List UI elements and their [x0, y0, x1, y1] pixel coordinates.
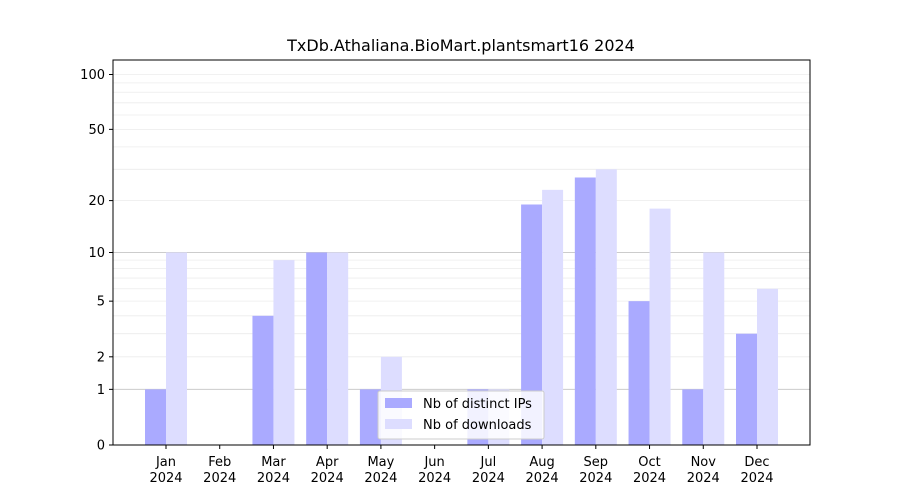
y-axis-ticks: 0 1 2 5 10 20 50 100 — [80, 68, 113, 454]
bar-distinct-ips — [736, 333, 757, 445]
x-tick-year-label: 2024 — [472, 471, 505, 486]
x-axis-ticks: Jan2024Feb2024Mar2024Apr2024May2024Jun20… — [149, 445, 774, 486]
legend-label-downloads: Nb of downloads — [423, 418, 532, 433]
x-tick-month-label: Jan — [155, 455, 176, 470]
bar-downloads — [542, 189, 564, 445]
x-tick-month-label: Dec — [744, 455, 769, 470]
bar-downloads — [703, 252, 725, 445]
y-tick-label: 10 — [88, 246, 105, 261]
bar-distinct-ips — [521, 204, 543, 445]
bar-distinct-ips — [306, 252, 328, 445]
bar-downloads — [757, 288, 778, 445]
x-tick-month-label: Apr — [316, 455, 339, 470]
bar-distinct-ips — [574, 177, 596, 445]
legend: Nb of distinct IPs Nb of downloads — [377, 390, 545, 440]
bar-downloads — [595, 169, 617, 445]
y-tick-label: 5 — [97, 295, 105, 310]
x-tick-month-label: Jun — [423, 455, 444, 470]
x-tick-month-label: Mar — [261, 455, 286, 470]
bar-distinct-ips — [359, 389, 381, 445]
bar-distinct-ips — [682, 389, 704, 445]
bar-distinct-ips — [628, 301, 650, 445]
legend-label-distinct-ips: Nb of distinct IPs — [423, 397, 532, 412]
y-tick-label: 20 — [88, 194, 105, 209]
bar-distinct-ips — [145, 389, 166, 445]
x-tick-year-label: 2024 — [579, 471, 612, 486]
y-tick-label: 100 — [80, 68, 105, 83]
bars — [145, 169, 778, 445]
x-tick-year-label: 2024 — [149, 471, 182, 486]
bar-downloads — [273, 260, 295, 445]
bar-downloads — [166, 252, 187, 445]
x-tick-year-label: 2024 — [740, 471, 773, 486]
chart-title: TxDb.Athaliana.BioMart.plantsmart16 2024 — [286, 36, 635, 55]
x-tick-year-label: 2024 — [364, 471, 397, 486]
x-tick-month-label: May — [367, 455, 394, 470]
x-tick-year-label: 2024 — [203, 471, 236, 486]
y-tick-label: 1 — [97, 383, 105, 398]
x-tick-year-label: 2024 — [311, 471, 344, 486]
x-tick-month-label: Sep — [584, 455, 609, 470]
x-tick-month-label: Feb — [208, 455, 231, 470]
x-tick-year-label: 2024 — [687, 471, 720, 486]
bar-downloads — [327, 252, 349, 445]
x-tick-year-label: 2024 — [418, 471, 451, 486]
legend-swatch-downloads — [385, 419, 412, 429]
x-tick-year-label: 2024 — [633, 471, 666, 486]
y-tick-label: 50 — [88, 123, 105, 138]
grid-lines — [113, 74, 810, 390]
x-tick-year-label: 2024 — [257, 471, 290, 486]
x-tick-year-label: 2024 — [526, 471, 559, 486]
bar-downloads — [649, 208, 671, 445]
x-tick-month-label: Nov — [691, 455, 717, 470]
y-tick-label: 2 — [97, 350, 105, 365]
y-tick-label: 0 — [97, 439, 105, 454]
x-tick-month-label: Aug — [529, 455, 554, 470]
bar-distinct-ips — [252, 315, 274, 445]
legend-swatch-distinct-ips — [385, 398, 412, 408]
x-tick-month-label: Oct — [638, 455, 660, 470]
legend-box — [377, 390, 545, 440]
x-tick-month-label: Jul — [480, 455, 497, 470]
